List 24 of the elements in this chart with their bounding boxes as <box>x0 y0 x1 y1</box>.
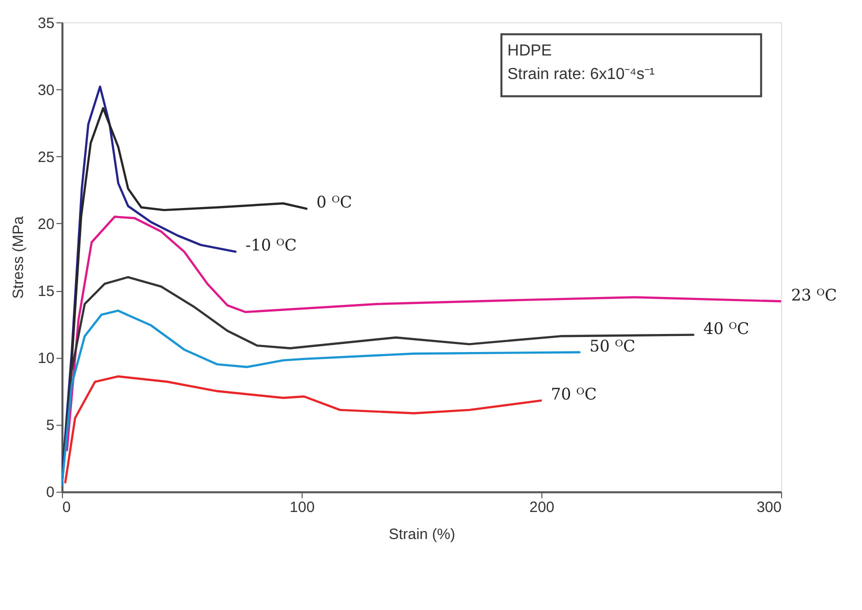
annotation: HDPE <box>507 42 552 60</box>
x-tick-label: 0 <box>62 499 71 516</box>
annotation: Strain rate: 6x10⁻⁴s⁻¹ <box>507 66 655 84</box>
x-tick-label: 200 <box>529 499 554 516</box>
y-tick-label: 20 <box>38 216 54 233</box>
series-label: 50 ᴼC <box>589 336 636 356</box>
line-series <box>66 216 782 452</box>
x-axis-title: Strain (%) <box>388 526 456 544</box>
y-axis-title: Stress (MPa <box>10 216 27 299</box>
y-tick-label: 5 <box>46 417 54 434</box>
series-label: -10 ᴼC <box>245 236 297 255</box>
line-series <box>64 375 542 484</box>
x-tick-label: 100 <box>290 499 315 516</box>
series-label: 40 ᴼC <box>703 318 750 338</box>
y-tick-label: 10 <box>38 350 54 368</box>
x-tick-label: 300 <box>756 499 782 516</box>
y-tick-label: 25 <box>38 148 54 166</box>
series-label: 23 ᴼC <box>791 285 837 304</box>
series-label: 0 ᴼC <box>316 192 352 212</box>
series-label: 70 ᴼC <box>550 384 597 404</box>
y-tick-label: 0 <box>46 484 54 502</box>
y-tick-label: 15 <box>38 283 54 300</box>
y-tick-label: 30 <box>38 82 54 99</box>
y-tick-label: 35 <box>38 14 54 32</box>
